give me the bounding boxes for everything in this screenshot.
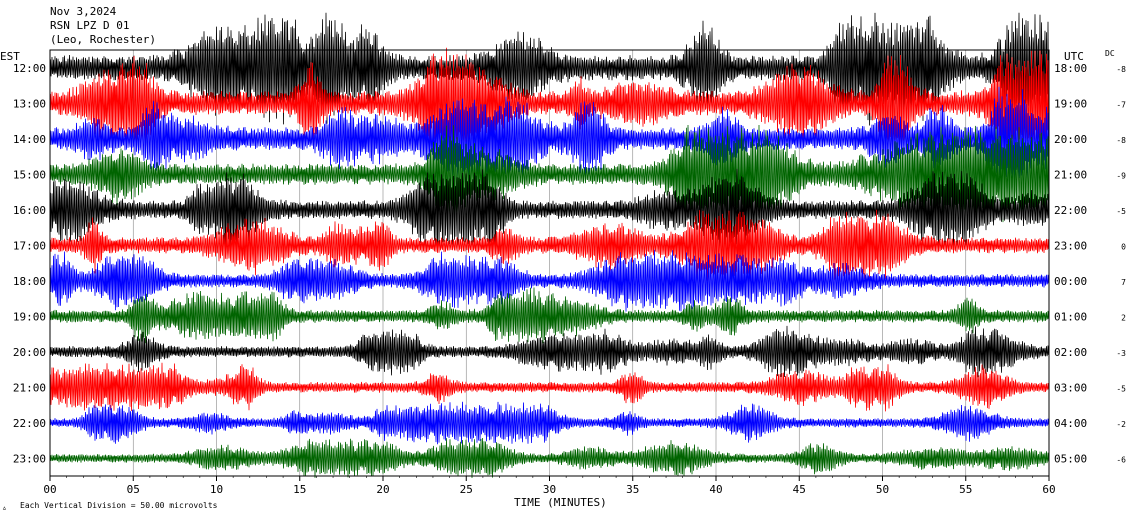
x-tick-label: 60 — [1042, 483, 1055, 496]
plot-frame — [49, 49, 1050, 477]
trace-row-1900 — [49, 287, 1050, 344]
x-tick-label: 55 — [959, 483, 972, 496]
x-tick-label: 35 — [626, 483, 639, 496]
est-label: 15:00 — [13, 168, 46, 181]
utc-label: 20:00 — [1054, 133, 1087, 146]
est-label: 18:00 — [13, 275, 46, 288]
header-station-note: (Leo, Rochester) — [50, 33, 156, 46]
x-tick-label: 30 — [543, 483, 556, 496]
utc-label: 18:00 — [1054, 62, 1087, 75]
trace-row-1300 — [49, 47, 1050, 159]
trace-row-2100 — [49, 362, 1050, 412]
est-axis-title: EST — [0, 50, 20, 63]
trace-group — [49, 12, 1050, 479]
dc-value: -2 — [1116, 420, 1126, 429]
dc-value: -8 — [1116, 65, 1126, 74]
dc-value: -7 — [1116, 100, 1126, 109]
dc-value: 7 — [1121, 278, 1126, 287]
trace-row-1700 — [49, 209, 1050, 283]
est-label: 21:00 — [13, 381, 46, 394]
utc-label: 05:00 — [1054, 452, 1087, 465]
header-channel: RSN LPZ D 01 — [50, 19, 130, 32]
trace-row-2300 — [49, 437, 1050, 479]
x-tick-label: 50 — [876, 483, 889, 496]
dc-value: -6 — [1116, 455, 1126, 464]
scale-note: Each Vertical Division = 50.00 microvolt… — [20, 501, 218, 510]
est-label: 20:00 — [13, 346, 46, 359]
dc-axis-title: DC — [1105, 49, 1115, 58]
trace-row-2000 — [49, 325, 1050, 378]
dc-value: -5 — [1116, 207, 1126, 216]
x-tick-label: 20 — [376, 483, 389, 496]
est-label: 22:00 — [13, 417, 46, 430]
scale-note-icon: ▵ — [2, 503, 7, 512]
x-tick-label: 10 — [210, 483, 223, 496]
est-label: 19:00 — [13, 310, 46, 323]
dc-value: 2 — [1121, 313, 1126, 322]
utc-label: 23:00 — [1054, 239, 1087, 252]
header-date: Nov 3,2024 — [50, 5, 117, 18]
est-label: 12:00 — [13, 62, 46, 75]
utc-axis-title: UTC — [1064, 50, 1084, 63]
est-label: 14:00 — [13, 133, 46, 146]
x-axis-title: TIME (MINUTES) — [514, 496, 607, 509]
x-tick-label: 05 — [127, 483, 140, 496]
utc-label: 03:00 — [1054, 381, 1087, 394]
dc-value: -5 — [1116, 384, 1126, 393]
dc-value: -3 — [1116, 349, 1126, 358]
utc-label: 22:00 — [1054, 204, 1087, 217]
x-tick-label: 00 — [43, 483, 56, 496]
trace-row-1200 — [49, 12, 1050, 127]
est-label: 17:00 — [13, 239, 46, 252]
trace-row-1800 — [49, 249, 1050, 312]
utc-label: 21:00 — [1054, 168, 1087, 181]
dc-value: -8 — [1116, 136, 1126, 145]
utc-label: 00:00 — [1054, 275, 1087, 288]
x-tick-label: 40 — [709, 483, 722, 496]
x-tick-label: 15 — [293, 483, 306, 496]
dc-value: 0 — [1121, 242, 1126, 251]
utc-label: 04:00 — [1054, 417, 1087, 430]
est-label: 16:00 — [13, 204, 46, 217]
utc-label: 01:00 — [1054, 310, 1087, 323]
utc-label: 19:00 — [1054, 97, 1087, 110]
trace-row-1400 — [49, 86, 1050, 191]
x-tick-label: 45 — [793, 483, 806, 496]
dc-value: -9 — [1116, 171, 1126, 180]
trace-row-1600 — [49, 168, 1050, 252]
est-label: 23:00 — [13, 452, 46, 465]
est-label: 13:00 — [13, 97, 46, 110]
trace-row-1500 — [49, 124, 1050, 224]
utc-label: 02:00 — [1054, 346, 1087, 359]
x-tick-label: 25 — [460, 483, 473, 496]
trace-row-2200 — [49, 401, 1050, 445]
